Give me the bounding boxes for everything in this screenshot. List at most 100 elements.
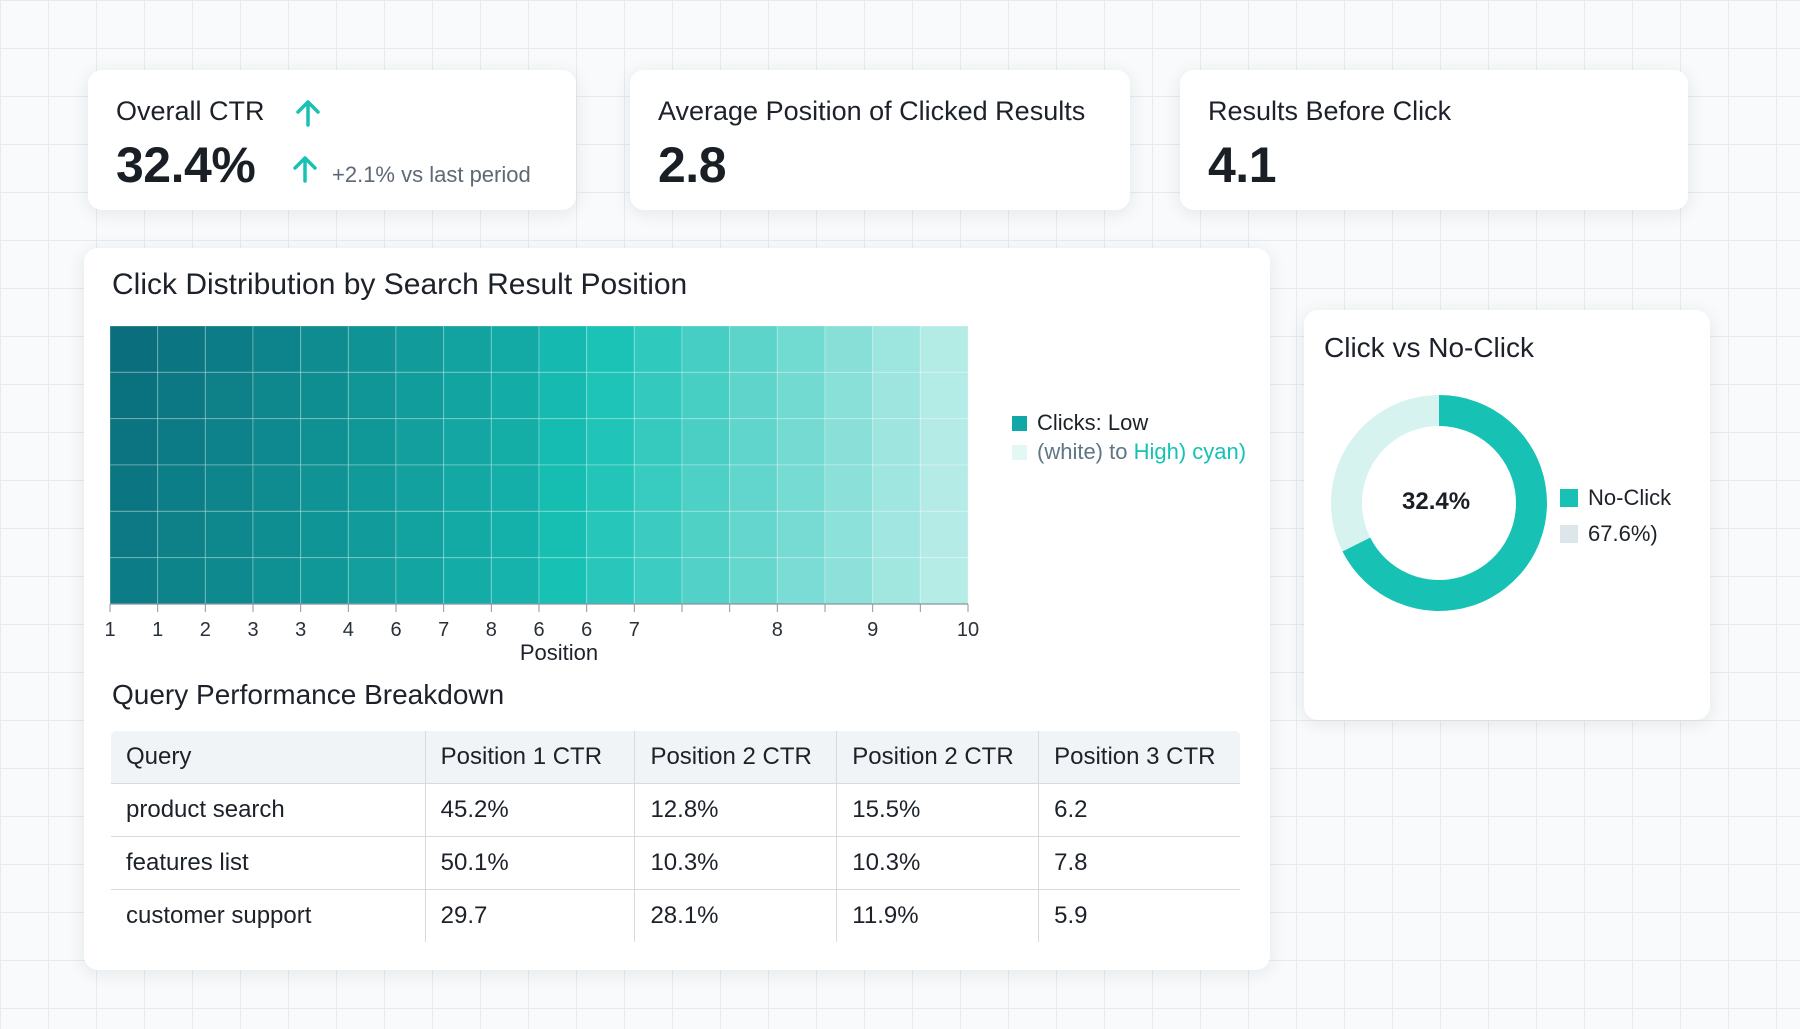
heatmap-cell [109, 557, 159, 605]
heatmap-cell [729, 510, 778, 559]
heatmap-cell [824, 557, 874, 605]
heatmap-cell [729, 464, 778, 512]
heatmap-cell [872, 510, 921, 559]
heatmap-cell [824, 510, 874, 559]
legend-swatch-high [1012, 415, 1027, 431]
heatmap-cell [157, 371, 206, 420]
heatmap-cell [300, 464, 349, 512]
table-row[interactable]: features list 50.1% 10.3% 10.3% 7.8 [111, 836, 1240, 890]
heatmap-cell [729, 557, 778, 605]
heatmap-cell [347, 371, 397, 420]
x-tick-label: 6 [581, 619, 592, 641]
heatmap-cell [824, 464, 874, 512]
heatmap-cell [681, 325, 731, 373]
table-cell: 50.1% [424, 836, 636, 890]
table-title: Query Performance Breakdown [112, 679, 505, 710]
heatmap-cell [347, 418, 397, 466]
heatmap-cell [443, 510, 492, 559]
heatmap-cell [204, 325, 254, 373]
heatmap-cell [872, 418, 921, 466]
heatmap-cell [776, 464, 826, 512]
column-header[interactable]: Position 3 CTR [1038, 731, 1240, 784]
heatmap-cell [538, 325, 588, 373]
heatmap-cell [681, 464, 731, 512]
heatmap-cell [776, 418, 826, 466]
heatmap-cell [681, 510, 731, 559]
heatmap-cell [824, 325, 874, 373]
heatmap-cell [395, 510, 445, 559]
x-tick-label: 7 [438, 619, 449, 641]
heatmap-cell [919, 510, 969, 559]
kpi-value-avg-position: 2.8 [658, 137, 727, 193]
heatmap-cell [681, 418, 731, 466]
heatmap-xlabel: Position [520, 640, 598, 665]
heatmap-cell [395, 325, 445, 373]
heatmap-cell [109, 418, 159, 466]
heatmap-cell [252, 371, 302, 420]
heatmap-cell [157, 464, 206, 512]
heatmap-cell [347, 325, 397, 373]
table-cell: 29.7 [424, 889, 636, 942]
heatmap-cell [395, 418, 445, 466]
x-tick-label: 7 [629, 619, 640, 641]
kpi-label-results-before-click: Results Before Click [1208, 96, 1452, 126]
heatmap-cell [919, 557, 969, 605]
x-tick-label: 8 [772, 619, 783, 641]
table-cell: customer support [111, 889, 426, 942]
heatmap-cell [824, 371, 874, 420]
heatmap-cell [490, 557, 540, 605]
heatmap-cell [586, 371, 635, 420]
table-cell: 12.8% [634, 783, 838, 837]
heatmap-cell [300, 418, 349, 466]
heatmap-cell [681, 371, 731, 420]
heatmap-cell [443, 418, 492, 466]
heatmap-cell [300, 510, 349, 559]
heatmap-cell [395, 371, 445, 420]
x-tick-label: 6 [533, 619, 544, 641]
x-tick-label: 2 [200, 619, 211, 641]
heatmap-cell [729, 371, 778, 420]
table-row[interactable]: customer support 29.7 28.1% 11.9% 5.9 [111, 889, 1240, 942]
heatmap-cell [157, 325, 206, 373]
heatmap-cell [586, 418, 635, 466]
donut-legend-label-2: 67.6%) [1588, 521, 1658, 546]
heatmap-cell [347, 557, 397, 605]
heatmap-cell [252, 464, 302, 512]
heatmap-cell [919, 418, 969, 466]
query-performance-table: Query Position 1 CTR Position 2 CTR Posi… [110, 730, 1241, 943]
heatmap-legend-line2a: (white) to [1037, 439, 1134, 464]
donut-legend-label-1: No-Click [1588, 485, 1672, 510]
heatmap-cell [300, 325, 349, 373]
heatmap-cell [538, 371, 588, 420]
trend-up-icon [293, 156, 317, 183]
legend-swatch-click [1560, 489, 1578, 507]
heatmap-cell [204, 371, 254, 420]
heatmap-cell [872, 464, 921, 512]
heatmap-cell [776, 371, 826, 420]
table-cell: 15.5% [836, 783, 1040, 837]
heatmap-cell [633, 371, 683, 420]
heatmap-cell [252, 418, 302, 466]
column-header[interactable]: Position 1 CTR [424, 731, 636, 784]
heatmap-cell [919, 371, 969, 420]
kpi-value-results-before-click: 4.1 [1208, 137, 1277, 193]
heatmap-cell [776, 510, 826, 559]
heatmap-cell [538, 418, 588, 466]
heatmap-cell [300, 371, 349, 420]
table-row[interactable]: product search 45.2% 12.8% 15.5% 6.2 [111, 783, 1240, 837]
heatmap-chart: 1 1 2 3 3 4 6 7 8 6 6 7 8 9 10 Position [104, 325, 979, 665]
donut-slice-no-click [1331, 395, 1439, 552]
arrow-up-icon [296, 100, 320, 127]
column-header[interactable]: Position 2 CTR [836, 731, 1040, 784]
heatmap-cell [872, 371, 921, 420]
heatmap-cell [681, 557, 731, 605]
legend-swatch-low [1012, 444, 1027, 460]
x-tick-label: 10 [957, 619, 979, 641]
table-cell: 28.1% [634, 889, 838, 942]
heatmap-cell [347, 510, 397, 559]
column-header[interactable]: Position 2 CTR [634, 731, 838, 784]
heatmap-cell [633, 557, 683, 605]
table-cell: 10.3% [634, 836, 838, 890]
legend-swatch-no-click [1560, 525, 1578, 543]
column-header[interactable]: Query [111, 731, 426, 784]
